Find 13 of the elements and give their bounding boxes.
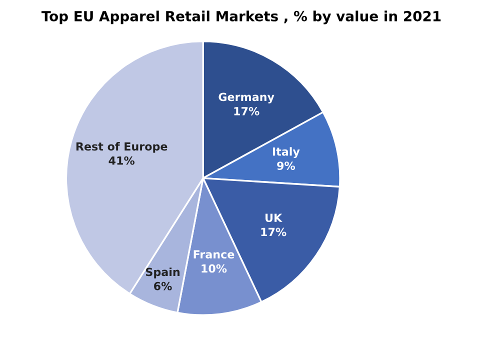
slice-label: Italy [272, 147, 300, 158]
slice-label: Rest of Europe [76, 142, 168, 153]
slice-label: Spain [146, 268, 180, 278]
data-label: 10% [202, 264, 227, 273]
data-label: 6% [154, 282, 172, 290]
chart-title: Top EU Apparel Retail Markets , % by value in 2021 [41, 10, 441, 24]
data-label: 9% [277, 162, 296, 170]
data-label: 17% [234, 106, 260, 116]
slice-label: Germany [218, 92, 274, 104]
data-label: 17% [261, 228, 286, 236]
slice-label: UK [266, 214, 282, 222]
data-label: 41% [108, 156, 135, 165]
slice-label: France [194, 250, 234, 259]
